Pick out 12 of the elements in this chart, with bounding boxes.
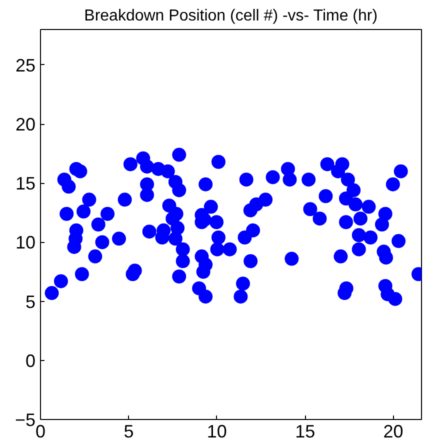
y-tick-label: 10 [15,232,36,253]
x-tick-label: 10 [206,422,227,440]
chart-title: Breakdown Position (cell #) -vs- Time (hr) [84,8,378,24]
x-tick-label: 15 [295,422,316,440]
y-tick-label: 15 [15,174,36,194]
x-tick-label: 20 [383,422,404,440]
y-tick-label: 20 [15,114,36,135]
y-tick-label: 5 [25,292,36,312]
x-tick-label: 5 [124,422,134,440]
y-tick-label: 25 [15,55,36,76]
y-tick-label: 0 [25,350,36,371]
y-tick-label: −5 [14,410,36,430]
